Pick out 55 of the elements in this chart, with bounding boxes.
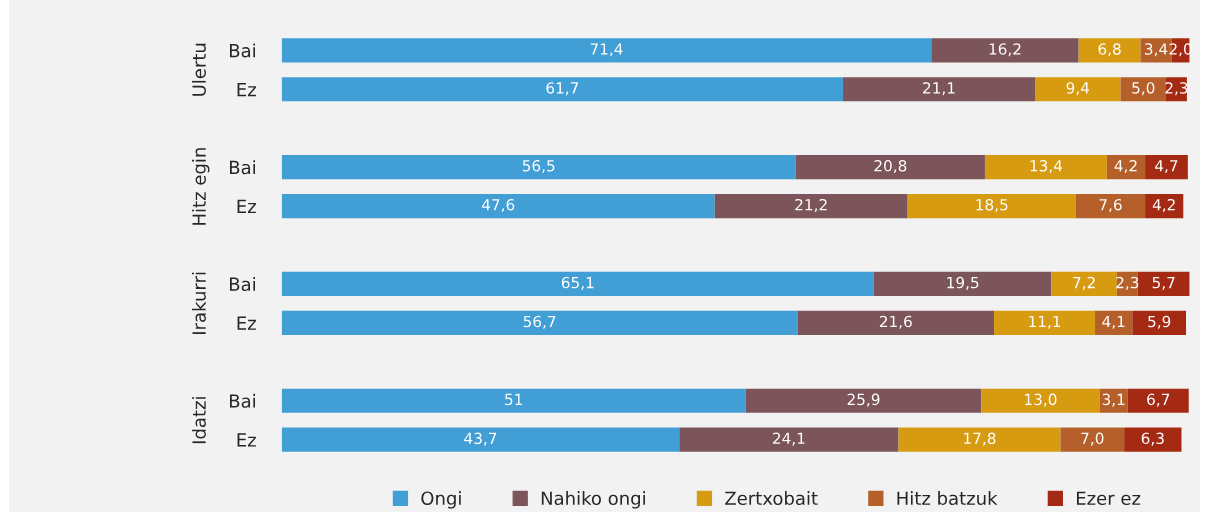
data-label: 2,3 (1116, 276, 1139, 290)
data-label: 4,1 (1102, 315, 1125, 329)
y-tick-label: Bai (230, 160, 255, 175)
data-label: 71,4 (590, 43, 623, 57)
data-label: 6,8 (1098, 43, 1121, 57)
text: Irakurri (191, 272, 206, 334)
data-label: 21,1 (923, 82, 955, 96)
data-label: 7,2 (1073, 276, 1095, 290)
legend-label: Ongi (421, 491, 461, 509)
data-label: 25,9 (847, 393, 880, 407)
text: Hitz egin (191, 148, 210, 225)
data-label: 9,4 (1066, 82, 1090, 96)
data-label: 20,8 (874, 160, 907, 174)
data-label: 51 (505, 393, 522, 406)
text: Ulertu (191, 43, 206, 96)
data-label: 65,1 (561, 276, 594, 290)
data-label: 56,7 (523, 315, 556, 329)
data-label: 18,5 (976, 198, 1008, 213)
legend-label: Hitz batzuk (897, 491, 998, 506)
text: Idatzi (191, 397, 206, 444)
data-label: 5,7 (1152, 277, 1175, 290)
data-label: 6,7 (1147, 393, 1170, 407)
data-label: 5,9 (1148, 315, 1171, 329)
data-label: 61,7 (546, 82, 579, 96)
data-label: 4,2 (1152, 198, 1175, 213)
data-label: 7,6 (1099, 198, 1122, 213)
data-label: 17,8 (964, 432, 996, 446)
data-label: 21,6 (879, 315, 912, 329)
legend-label: Nahiko ongi (541, 491, 645, 509)
y-tick-label: Ez (237, 316, 256, 330)
data-label: 56,5 (522, 160, 555, 174)
data-label: 47,6 (481, 198, 515, 213)
data-label: 3,4 (1145, 43, 1168, 57)
y-tick-label: Ez (237, 199, 256, 213)
data-label: 5,0 (1132, 82, 1155, 96)
legend-label: Zertxobait (725, 491, 818, 506)
data-label: 43,7 (464, 432, 497, 446)
y-tick-label: Ez (237, 433, 256, 447)
data-label: 4,2 (1114, 160, 1137, 174)
data-label: 13,0 (1025, 393, 1057, 407)
data-label: 19,5 (947, 276, 979, 290)
data-label: 4,7 (1155, 160, 1178, 174)
data-label: 7,0 (1081, 432, 1104, 446)
legend-label: Ezer ez (1076, 491, 1141, 506)
data-label: 11,1 (1029, 315, 1061, 329)
data-label: 3,1 (1102, 393, 1125, 407)
y-tick-label: Bai (230, 43, 255, 58)
y-tick-label: Bai (230, 277, 255, 292)
y-tick-label: Bai (230, 393, 255, 408)
data-label: 24,1 (773, 432, 805, 446)
data-label: 16,2 (989, 43, 1021, 57)
data-label: 6,3 (1141, 432, 1164, 446)
y-tick-label: Ez (237, 82, 256, 97)
data-label: 13,4 (1030, 160, 1063, 174)
data-label: 21,2 (795, 198, 827, 213)
